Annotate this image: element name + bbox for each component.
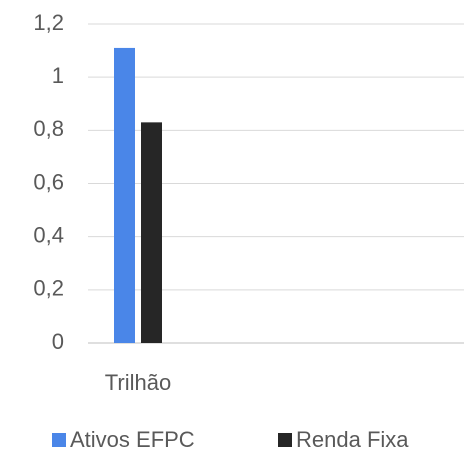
legend-label: Renda Fixa (296, 427, 409, 452)
legend-label: Ativos EFPC (70, 427, 195, 452)
legend-swatch (52, 433, 66, 447)
x-tick-label: Trilhão (105, 370, 171, 395)
y-tick-label: 1 (52, 63, 64, 88)
y-tick-label: 0,2 (33, 276, 64, 301)
y-tick-label: 1,2 (33, 10, 64, 35)
y-tick-label: 0,4 (33, 222, 64, 247)
y-tick-label: 0,6 (33, 169, 64, 194)
bar (141, 122, 162, 343)
bar (114, 47, 135, 344)
y-tick-label: 0 (52, 329, 64, 354)
legend-swatch (278, 433, 292, 447)
y-tick-label: 0,8 (33, 116, 64, 141)
